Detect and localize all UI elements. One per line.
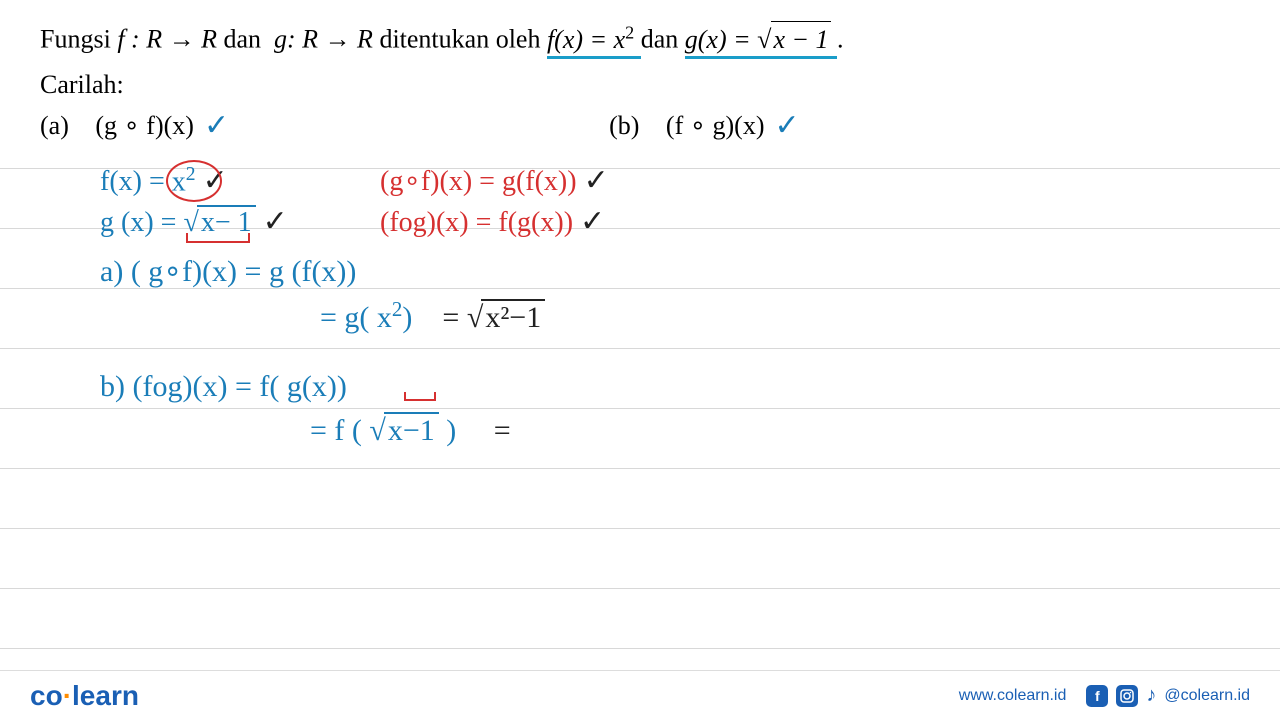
period: . [837,25,844,54]
part-a-work: a) ( g∘f)(x) = g (f(x)) = g( x2) = √x²−1 [40,254,1240,335]
parts-row: (a) (g ∘ f)(x) ✓ (b) (f ∘ g)(x) ✓ [40,108,1240,143]
part-a-label: (a) [40,111,69,141]
b-result-eq: = [494,414,511,447]
sqrt-icon: x − 1 [757,21,830,58]
check-icon: ✓ [584,164,609,197]
circled-x2: x2 [172,164,196,198]
social-handle: @colearn.id [1164,687,1250,705]
a-line1: a) ( g∘f)(x) = g (f(x)) [100,254,1240,289]
part-a: (a) (g ∘ f)(x) ✓ [40,108,229,143]
check-icon: ✓ [580,205,605,238]
definitions-row: f(x) = x2 ✓ (g∘f)(x) = g(f(x)) ✓ [40,163,1240,198]
text-dan2: dan [641,25,679,54]
fog-hw-def: (fog)(x) = f(g(x)) ✓ [380,204,1240,239]
sqrt-icon: √x−1 [369,412,438,448]
content-area: Fungsi f : R → R dan g: R → R ditentukan… [0,0,1280,476]
gof-hw-def: (g∘f)(x) = g(f(x)) ✓ [380,163,1240,198]
footer: co·learn www.colearn.id f ♪ @colearn.id [0,670,1280,720]
red-bracket-icon [400,390,450,410]
footer-right: www.colearn.id f ♪ @colearn.id [959,684,1250,707]
check-icon: ✓ [263,205,288,238]
g-definition: g(x) = x − 1 [685,25,837,59]
b-line1: b) (fog)(x) = f( g(x)) [100,370,1240,404]
definitions-row-2: g (x) = √x− 1 ✓ (fog)(x) = f(g(x)) ✓ [40,204,1240,239]
instagram-icon [1116,685,1138,707]
part-b: (b) (f ∘ g)(x) ✓ [609,108,800,143]
problem-statement: Fungsi f : R → R dan g: R → R ditentukan… [40,20,1240,58]
a-line2: = g( x2) = √x²−1 [100,297,1240,335]
text-dan1: dan [223,25,261,54]
social-icons: f ♪ @colearn.id [1086,684,1250,707]
g-domain: g: R → R [274,25,373,54]
tiktok-icon: ♪ [1146,684,1156,707]
dot-icon: · [63,680,72,711]
check-icon: ✓ [774,108,799,143]
b-line2: = f ( √x−1 ) = [100,412,1240,448]
f-hw-def: f(x) = x2 ✓ [40,163,380,198]
find-label: Carilah: [40,70,1240,100]
check-icon: ✓ [204,108,229,143]
text-fungsi: Fungsi [40,25,111,54]
text-determined: ditentukan oleh [379,25,540,54]
part-b-label: (b) [609,111,639,141]
g-hw-def: g (x) = √x− 1 ✓ [40,204,380,239]
part-b-work: b) (fog)(x) = f( g(x)) = f ( √x−1 ) = [40,370,1240,448]
f-domain: f : R → R [117,25,217,54]
part-b-expr: (f ∘ g)(x) [666,111,765,141]
bracketed-sqrt: √x− 1 [183,205,255,239]
a-result: = √x²−1 [442,301,545,334]
part-a-expr: (g ∘ f)(x) [95,111,194,141]
website-url: www.colearn.id [959,687,1067,705]
f-definition: f(x) = x2 [547,25,641,59]
sqrt-icon: √x²−1 [467,299,545,335]
facebook-icon: f [1086,685,1108,707]
brand-logo: co·learn [30,680,139,712]
